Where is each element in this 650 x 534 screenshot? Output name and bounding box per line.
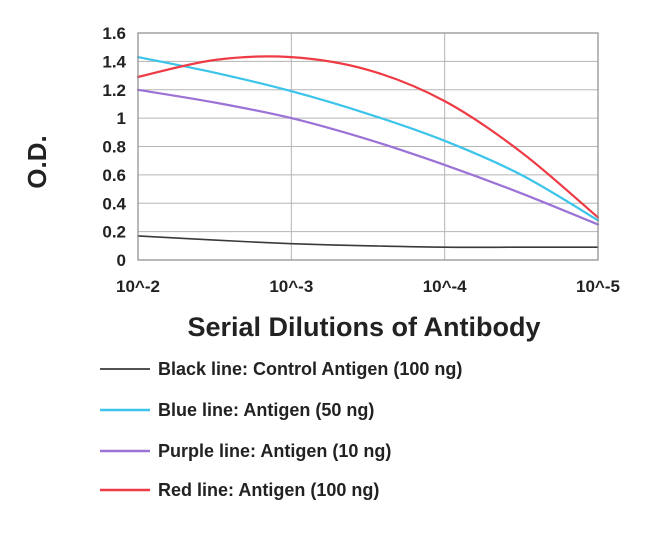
legend: Black line: Control Antigen (100 ng) Blue…	[100, 359, 462, 500]
y-tick-label: 0.8	[102, 138, 126, 157]
series-lines	[136, 55, 600, 249]
x-tick-labels: 10^-2 10^-3 10^-4 10^-5	[116, 277, 620, 296]
x-tick-label: 10^-3	[269, 277, 313, 296]
series-line-red	[136, 55, 600, 219]
y-tick-label: 1.2	[102, 81, 126, 100]
x-tick-label: 10^-2	[116, 277, 160, 296]
y-tick-label: 0.2	[102, 223, 126, 242]
legend-label: Black line: Control Antigen (100 ng)	[158, 359, 462, 379]
x-tick-label: 10^-5	[576, 277, 620, 296]
y-tick-label: 1.4	[102, 52, 126, 71]
series-line-blue	[136, 56, 600, 222]
y-tick-label: 1	[117, 109, 126, 128]
y-tick-label: 0	[117, 251, 126, 270]
plot-frame	[137, 32, 599, 261]
legend-label: Red line: Antigen (100 ng)	[158, 480, 379, 500]
y-tick-label: 1.6	[102, 24, 126, 43]
x-tick-label: 10^-4	[423, 277, 467, 296]
series-line-black	[137, 235, 599, 249]
x-axis-label: Serial Dilutions of Antibody	[187, 312, 540, 342]
series-line-purple	[136, 88, 600, 226]
y-tick-label: 0.6	[102, 166, 126, 185]
legend-label: Purple line: Antigen (10 ng)	[158, 441, 391, 461]
y-tick-labels: 0 0.2 0.4 0.6 0.8 1 1.2 1.4 1.6	[102, 24, 126, 270]
plot-border	[137, 32, 599, 261]
y-tick-label: 0.4	[102, 194, 126, 213]
y-axis-label: O.D.	[22, 135, 52, 188]
legend-label: Blue line: Antigen (50 ng)	[158, 400, 374, 420]
grid	[137, 32, 599, 261]
